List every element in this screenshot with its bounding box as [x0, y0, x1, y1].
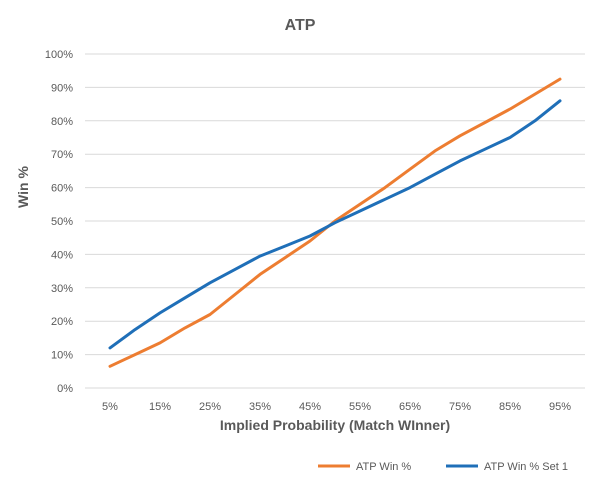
- series-line-2: [108, 99, 562, 350]
- x-tick-label: 65%: [399, 401, 421, 413]
- legend: ATP Win % ATP Win % Set 1: [318, 461, 568, 473]
- chart-title: ATP: [285, 17, 316, 34]
- x-tick-label: 35%: [249, 401, 271, 413]
- y-tick-label: 40%: [51, 249, 73, 261]
- y-tick-label: 30%: [51, 283, 73, 295]
- y-tick-label: 50%: [51, 216, 73, 228]
- x-tick-label: 15%: [149, 401, 171, 413]
- x-axis-title: Implied Probability (Match WInner): [220, 417, 450, 433]
- x-tick-label: 85%: [499, 401, 521, 413]
- y-axis-title: Win %: [15, 166, 31, 208]
- x-tick-label: 75%: [449, 401, 471, 413]
- y-tick-label: 70%: [51, 149, 73, 161]
- series-line-1: [108, 77, 562, 368]
- y-tick-label: 60%: [51, 183, 73, 195]
- x-tick-labels: 5% 15% 25% 35% 45% 55% 65% 75% 85% 95%: [102, 401, 571, 413]
- x-tick-label: 45%: [299, 401, 321, 413]
- x-tick-label: 95%: [549, 401, 571, 413]
- y-tick-labels: 0% 10% 20% 30% 40% 50% 60% 70% 80% 90% 100%: [45, 49, 73, 395]
- y-tick-label: 90%: [51, 82, 73, 94]
- series-lines: [108, 77, 562, 368]
- y-tick-label: 10%: [51, 350, 73, 362]
- legend-label: ATP Win % Set 1: [484, 461, 568, 473]
- x-tick-label: 5%: [102, 401, 118, 413]
- y-tick-label: 0%: [57, 383, 73, 395]
- y-tick-label: 20%: [51, 316, 73, 328]
- y-tick-label: 100%: [45, 49, 73, 61]
- x-tick-label: 55%: [349, 401, 371, 413]
- y-tick-label: 80%: [51, 116, 73, 128]
- x-tick-label: 25%: [199, 401, 221, 413]
- legend-label: ATP Win %: [356, 461, 411, 473]
